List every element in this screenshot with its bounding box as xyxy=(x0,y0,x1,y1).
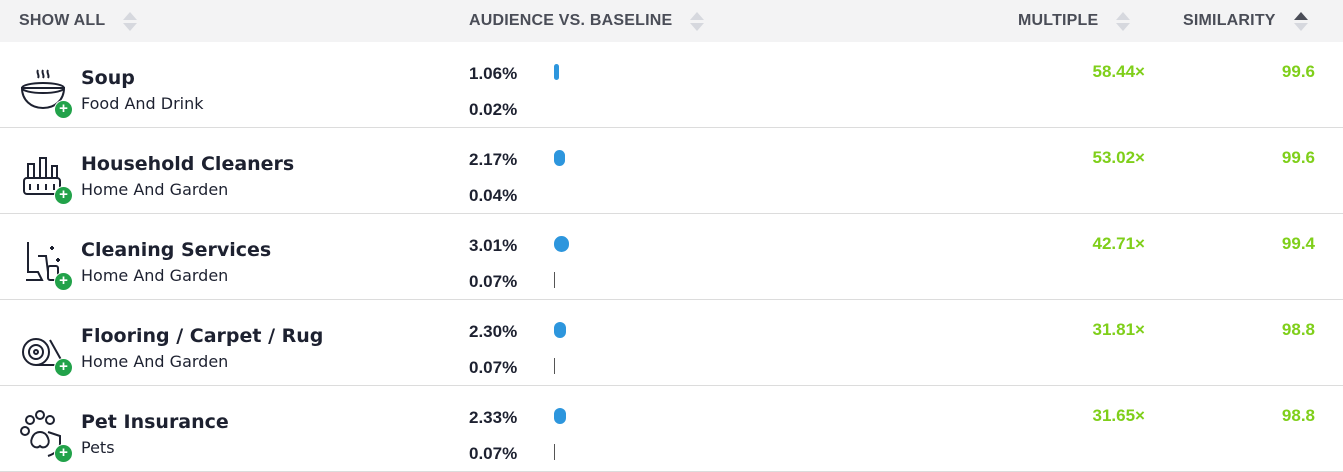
audience-bar xyxy=(554,236,569,252)
multiple-value: 53.02× xyxy=(1092,148,1145,167)
sort-arrows-icon xyxy=(1116,11,1131,31)
similarity-value: 99.6 xyxy=(1281,148,1315,167)
row-name[interactable]: Flooring / Carpet / Rug xyxy=(81,325,324,347)
row-category: Home And Garden xyxy=(81,180,229,199)
similarity-value: 98.8 xyxy=(1281,320,1315,339)
header-label: SHOW ALL xyxy=(19,12,106,29)
baseline-value: 0.07% xyxy=(469,358,518,377)
table-row[interactable]: + Soup Food And Drink 1.06% 0.02% 58.44×… xyxy=(0,42,1343,128)
row-category: Home And Garden xyxy=(81,266,229,285)
baseline-bar xyxy=(554,444,555,460)
audience-bar xyxy=(554,322,566,338)
multiple-value: 58.44× xyxy=(1092,62,1145,81)
audience-bar xyxy=(554,64,559,80)
row-name[interactable]: Household Cleaners xyxy=(81,153,295,175)
similarity-value: 99.4 xyxy=(1281,234,1315,253)
baseline-bar xyxy=(554,358,555,374)
table-row[interactable]: + Household Cleaners Home And Garden 2.1… xyxy=(0,128,1343,214)
baseline-value: 0.04% xyxy=(469,186,518,205)
audience-value: 2.30% xyxy=(469,322,518,341)
baseline-value: 0.07% xyxy=(469,272,518,291)
soup-bowl-icon xyxy=(20,69,66,110)
row-category: Pets xyxy=(81,438,115,457)
add-icon[interactable]: + xyxy=(54,186,73,205)
audience-value: 1.06% xyxy=(469,64,518,83)
add-icon[interactable]: + xyxy=(54,444,73,463)
sort-arrows-icon xyxy=(690,11,705,31)
table-row[interactable]: + Cleaning Services Home And Garden 3.01… xyxy=(0,214,1343,300)
audience-value: 2.17% xyxy=(469,150,518,169)
audience-value: 2.33% xyxy=(469,408,518,427)
audience-bar xyxy=(554,408,566,424)
baseline-value: 0.02% xyxy=(469,100,518,119)
header-label: SIMILARITY xyxy=(1183,12,1276,29)
header-label: MULTIPLE xyxy=(1018,12,1099,29)
baseline-bar xyxy=(554,272,555,288)
add-icon[interactable]: + xyxy=(54,358,73,377)
sort-show-all[interactable]: SHOW ALL xyxy=(19,0,138,42)
add-icon[interactable]: + xyxy=(54,100,73,119)
sort-similarity[interactable]: SIMILARITY xyxy=(1183,0,1308,42)
audience-bar xyxy=(554,150,565,166)
multiple-value: 42.71× xyxy=(1092,234,1145,253)
multiple-value: 31.81× xyxy=(1092,320,1145,339)
table-header: SHOW ALL AUDIENCE VS. BASELINE MULTIPLE … xyxy=(0,0,1343,42)
table-row[interactable]: + Pet Insurance Pets 2.33% 0.07% 31.65× … xyxy=(0,386,1343,472)
audience-value: 3.01% xyxy=(469,236,518,255)
row-name[interactable]: Soup xyxy=(81,67,135,89)
row-name[interactable]: Pet Insurance xyxy=(81,411,229,433)
sort-arrows-icon xyxy=(123,11,138,31)
sort-arrows-icon xyxy=(1293,11,1308,31)
multiple-value: 31.65× xyxy=(1092,406,1145,425)
row-name[interactable]: Cleaning Services xyxy=(81,239,272,261)
header-label: AUDIENCE VS. BASELINE xyxy=(469,12,673,29)
sort-audience[interactable]: AUDIENCE VS. BASELINE xyxy=(469,0,705,42)
add-icon[interactable]: + xyxy=(54,272,73,291)
row-category: Home And Garden xyxy=(81,352,229,371)
similarity-value: 98.8 xyxy=(1281,406,1315,425)
row-category: Food And Drink xyxy=(81,94,204,113)
similarity-value: 99.6 xyxy=(1281,62,1315,81)
sort-multiple[interactable]: MULTIPLE xyxy=(1018,0,1131,42)
baseline-value: 0.07% xyxy=(469,444,518,463)
table-row[interactable]: + Flooring / Carpet / Rug Home And Garde… xyxy=(0,300,1343,386)
